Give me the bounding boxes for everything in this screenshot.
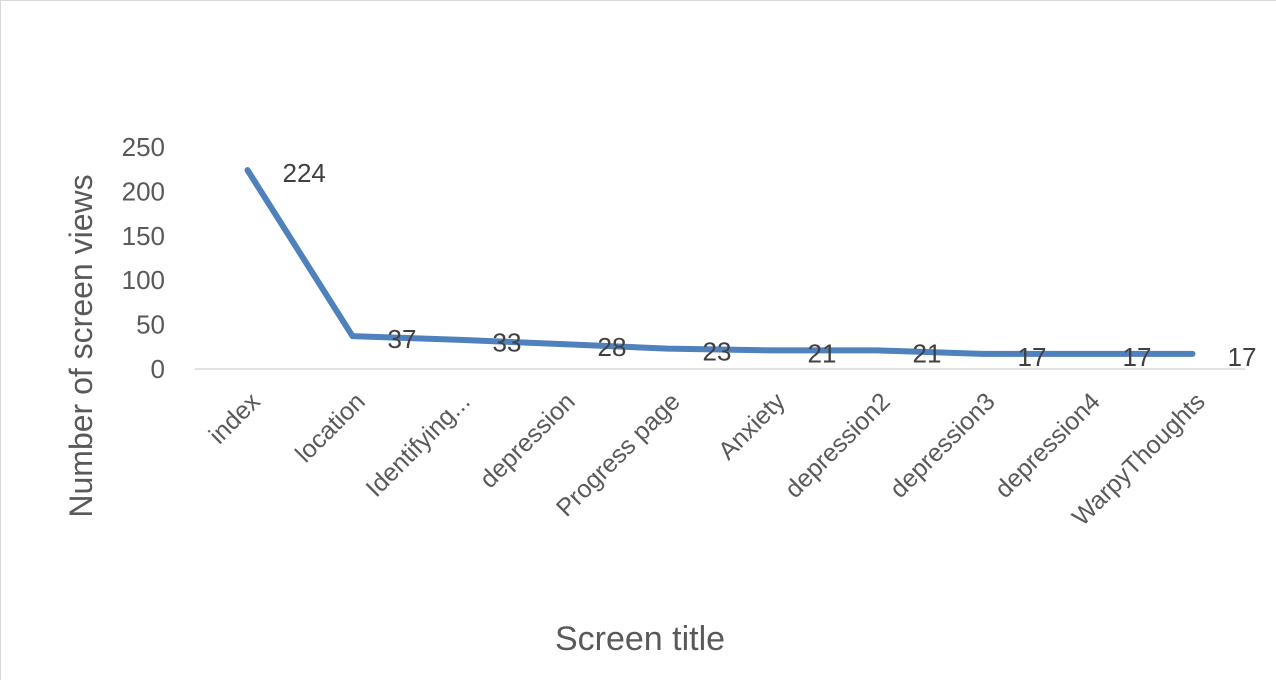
data-label: 23	[703, 337, 732, 367]
data-label: 17	[1228, 342, 1257, 372]
data-label: 21	[913, 338, 942, 368]
x-tick-label: depression	[474, 387, 580, 493]
x-tick-label: location	[290, 387, 371, 468]
data-label: 17	[1123, 342, 1152, 372]
x-tick-label: depression3	[885, 387, 1001, 503]
x-tick-label: depression2	[780, 387, 896, 503]
data-label: 33	[493, 328, 522, 358]
y-tick-label: 200	[122, 176, 165, 206]
x-axis-title: Screen title	[555, 620, 725, 658]
y-tick-label: 100	[122, 265, 165, 295]
x-tick-label: Identifying...	[361, 387, 476, 502]
data-label: 37	[388, 324, 417, 354]
x-tick-label: Anxiety	[713, 387, 791, 465]
y-axis-title: Number of screen views	[63, 174, 99, 517]
y-tick-label: 250	[122, 132, 165, 162]
y-tick-label: 50	[136, 310, 165, 340]
series-line	[244, 167, 1196, 357]
data-label: 28	[598, 332, 627, 362]
data-label: 17	[1018, 342, 1047, 372]
data-label: 224	[283, 158, 326, 188]
y-tick-label: 0	[151, 354, 165, 384]
data-label: 21	[808, 338, 837, 368]
x-tick-label: index	[204, 387, 266, 449]
y-tick-label: 150	[122, 221, 165, 251]
x-tick-label: depression4	[990, 387, 1106, 503]
